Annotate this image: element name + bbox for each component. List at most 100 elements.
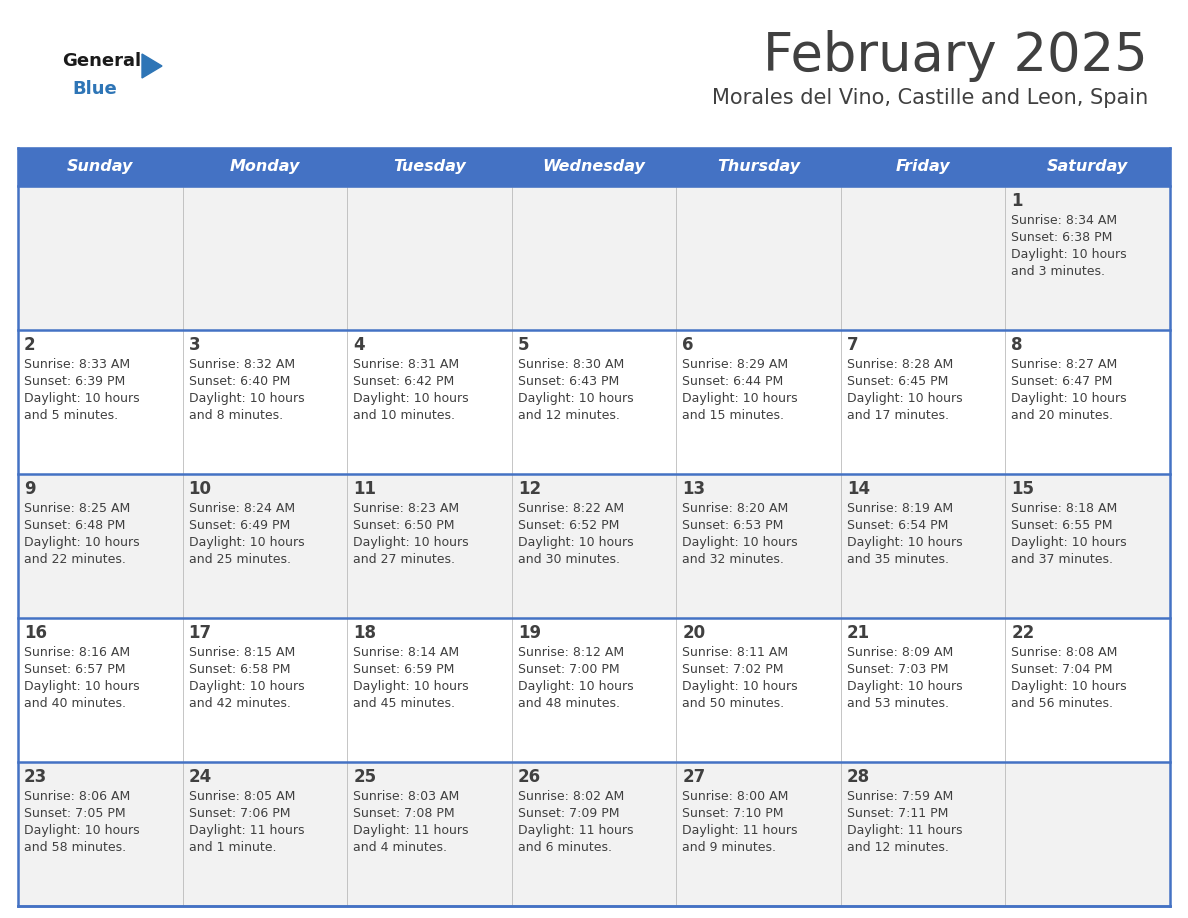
Text: Sunrise: 8:03 AM: Sunrise: 8:03 AM bbox=[353, 790, 460, 803]
Text: Daylight: 10 hours: Daylight: 10 hours bbox=[518, 680, 633, 693]
Text: and 40 minutes.: and 40 minutes. bbox=[24, 697, 126, 710]
Text: Daylight: 11 hours: Daylight: 11 hours bbox=[353, 824, 468, 837]
Text: Sunrise: 8:05 AM: Sunrise: 8:05 AM bbox=[189, 790, 295, 803]
Text: Daylight: 11 hours: Daylight: 11 hours bbox=[847, 824, 962, 837]
Text: and 17 minutes.: and 17 minutes. bbox=[847, 409, 949, 422]
Text: and 58 minutes.: and 58 minutes. bbox=[24, 841, 126, 854]
Text: Sunset: 6:59 PM: Sunset: 6:59 PM bbox=[353, 663, 455, 676]
Text: Daylight: 10 hours: Daylight: 10 hours bbox=[518, 392, 633, 405]
Text: Sunset: 7:09 PM: Sunset: 7:09 PM bbox=[518, 807, 619, 820]
Text: Sunset: 6:40 PM: Sunset: 6:40 PM bbox=[189, 375, 290, 388]
Text: Daylight: 10 hours: Daylight: 10 hours bbox=[24, 536, 140, 549]
Text: and 25 minutes.: and 25 minutes. bbox=[189, 553, 291, 566]
Text: Sunset: 6:43 PM: Sunset: 6:43 PM bbox=[518, 375, 619, 388]
Text: and 8 minutes.: and 8 minutes. bbox=[189, 409, 283, 422]
Text: Blue: Blue bbox=[72, 80, 116, 98]
Text: 28: 28 bbox=[847, 768, 870, 786]
Text: 22: 22 bbox=[1011, 624, 1035, 642]
Text: 9: 9 bbox=[24, 480, 36, 498]
Text: Sunrise: 8:02 AM: Sunrise: 8:02 AM bbox=[518, 790, 624, 803]
Text: Sunrise: 8:18 AM: Sunrise: 8:18 AM bbox=[1011, 502, 1118, 515]
Text: Sunday: Sunday bbox=[67, 160, 133, 174]
Text: 25: 25 bbox=[353, 768, 377, 786]
Text: 21: 21 bbox=[847, 624, 870, 642]
Text: Sunset: 7:06 PM: Sunset: 7:06 PM bbox=[189, 807, 290, 820]
Text: 3: 3 bbox=[189, 336, 201, 354]
Text: and 5 minutes.: and 5 minutes. bbox=[24, 409, 118, 422]
Text: and 27 minutes.: and 27 minutes. bbox=[353, 553, 455, 566]
Text: and 4 minutes.: and 4 minutes. bbox=[353, 841, 447, 854]
Text: Daylight: 10 hours: Daylight: 10 hours bbox=[682, 392, 798, 405]
Text: Thursday: Thursday bbox=[718, 160, 801, 174]
Text: 20: 20 bbox=[682, 624, 706, 642]
Text: Tuesday: Tuesday bbox=[393, 160, 466, 174]
Text: Sunrise: 8:08 AM: Sunrise: 8:08 AM bbox=[1011, 646, 1118, 659]
Text: 18: 18 bbox=[353, 624, 377, 642]
Text: Sunset: 6:44 PM: Sunset: 6:44 PM bbox=[682, 375, 784, 388]
Text: 23: 23 bbox=[24, 768, 48, 786]
Text: 8: 8 bbox=[1011, 336, 1023, 354]
Text: and 10 minutes.: and 10 minutes. bbox=[353, 409, 455, 422]
Text: Daylight: 10 hours: Daylight: 10 hours bbox=[847, 392, 962, 405]
Text: Sunrise: 8:20 AM: Sunrise: 8:20 AM bbox=[682, 502, 789, 515]
Text: Sunrise: 8:31 AM: Sunrise: 8:31 AM bbox=[353, 358, 460, 371]
Text: Sunrise: 8:22 AM: Sunrise: 8:22 AM bbox=[518, 502, 624, 515]
Text: Daylight: 10 hours: Daylight: 10 hours bbox=[24, 392, 140, 405]
Bar bbox=[18, 762, 1170, 906]
Text: Sunset: 7:11 PM: Sunset: 7:11 PM bbox=[847, 807, 948, 820]
Text: Morales del Vino, Castille and Leon, Spain: Morales del Vino, Castille and Leon, Spa… bbox=[712, 88, 1148, 108]
Text: Sunrise: 8:29 AM: Sunrise: 8:29 AM bbox=[682, 358, 789, 371]
Text: Sunrise: 8:00 AM: Sunrise: 8:00 AM bbox=[682, 790, 789, 803]
Bar bbox=[676, 148, 841, 186]
Text: Sunrise: 8:11 AM: Sunrise: 8:11 AM bbox=[682, 646, 789, 659]
Text: Sunset: 7:10 PM: Sunset: 7:10 PM bbox=[682, 807, 784, 820]
Bar bbox=[841, 148, 1005, 186]
Text: and 20 minutes.: and 20 minutes. bbox=[1011, 409, 1113, 422]
Text: Friday: Friday bbox=[896, 160, 950, 174]
Text: Daylight: 10 hours: Daylight: 10 hours bbox=[682, 536, 798, 549]
Bar bbox=[18, 618, 1170, 762]
Text: 7: 7 bbox=[847, 336, 859, 354]
Text: Daylight: 10 hours: Daylight: 10 hours bbox=[189, 392, 304, 405]
Text: Sunset: 6:42 PM: Sunset: 6:42 PM bbox=[353, 375, 454, 388]
Text: Sunset: 6:45 PM: Sunset: 6:45 PM bbox=[847, 375, 948, 388]
Text: Sunrise: 8:16 AM: Sunrise: 8:16 AM bbox=[24, 646, 131, 659]
Text: Daylight: 10 hours: Daylight: 10 hours bbox=[24, 680, 140, 693]
Text: Sunset: 7:04 PM: Sunset: 7:04 PM bbox=[1011, 663, 1113, 676]
Text: Sunset: 6:54 PM: Sunset: 6:54 PM bbox=[847, 519, 948, 532]
Text: Sunrise: 8:15 AM: Sunrise: 8:15 AM bbox=[189, 646, 295, 659]
Text: Sunset: 6:53 PM: Sunset: 6:53 PM bbox=[682, 519, 784, 532]
Text: and 56 minutes.: and 56 minutes. bbox=[1011, 697, 1113, 710]
Bar bbox=[1005, 148, 1170, 186]
Text: and 12 minutes.: and 12 minutes. bbox=[847, 841, 949, 854]
Text: Daylight: 10 hours: Daylight: 10 hours bbox=[189, 536, 304, 549]
Text: Sunrise: 8:28 AM: Sunrise: 8:28 AM bbox=[847, 358, 953, 371]
Text: Sunset: 6:55 PM: Sunset: 6:55 PM bbox=[1011, 519, 1113, 532]
Text: Daylight: 11 hours: Daylight: 11 hours bbox=[518, 824, 633, 837]
Text: and 50 minutes.: and 50 minutes. bbox=[682, 697, 784, 710]
Text: 26: 26 bbox=[518, 768, 541, 786]
Text: Sunset: 6:49 PM: Sunset: 6:49 PM bbox=[189, 519, 290, 532]
Text: and 35 minutes.: and 35 minutes. bbox=[847, 553, 949, 566]
Text: 11: 11 bbox=[353, 480, 377, 498]
Text: 17: 17 bbox=[189, 624, 211, 642]
Text: Sunset: 6:38 PM: Sunset: 6:38 PM bbox=[1011, 231, 1113, 244]
Text: Saturday: Saturday bbox=[1047, 160, 1129, 174]
Text: Sunset: 6:58 PM: Sunset: 6:58 PM bbox=[189, 663, 290, 676]
Text: Sunset: 6:39 PM: Sunset: 6:39 PM bbox=[24, 375, 125, 388]
Bar bbox=[512, 148, 676, 186]
Bar bbox=[18, 148, 183, 186]
Text: and 6 minutes.: and 6 minutes. bbox=[518, 841, 612, 854]
Text: Daylight: 10 hours: Daylight: 10 hours bbox=[1011, 392, 1127, 405]
Text: Daylight: 11 hours: Daylight: 11 hours bbox=[682, 824, 798, 837]
Text: Sunrise: 8:32 AM: Sunrise: 8:32 AM bbox=[189, 358, 295, 371]
Text: Sunrise: 8:24 AM: Sunrise: 8:24 AM bbox=[189, 502, 295, 515]
Text: Sunset: 6:57 PM: Sunset: 6:57 PM bbox=[24, 663, 126, 676]
Text: and 48 minutes.: and 48 minutes. bbox=[518, 697, 620, 710]
Text: Sunrise: 7:59 AM: Sunrise: 7:59 AM bbox=[847, 790, 953, 803]
Text: February 2025: February 2025 bbox=[763, 30, 1148, 82]
Text: and 12 minutes.: and 12 minutes. bbox=[518, 409, 620, 422]
Text: 2: 2 bbox=[24, 336, 36, 354]
Text: Sunrise: 8:14 AM: Sunrise: 8:14 AM bbox=[353, 646, 460, 659]
Text: Sunset: 7:08 PM: Sunset: 7:08 PM bbox=[353, 807, 455, 820]
